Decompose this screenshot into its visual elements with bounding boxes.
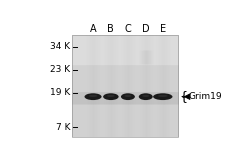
Ellipse shape	[121, 93, 135, 100]
Bar	[72, 35, 178, 137]
Text: 34 K: 34 K	[51, 42, 71, 51]
Ellipse shape	[158, 95, 168, 97]
Ellipse shape	[107, 95, 115, 97]
Text: E: E	[160, 24, 166, 34]
Text: Grim19: Grim19	[188, 92, 222, 101]
Ellipse shape	[124, 95, 131, 97]
Text: C: C	[125, 24, 131, 34]
Text: B: B	[108, 24, 114, 34]
Text: 23 K: 23 K	[51, 65, 71, 74]
Text: A: A	[90, 24, 96, 34]
Ellipse shape	[84, 93, 101, 100]
Text: 7 K: 7 K	[56, 123, 71, 132]
Ellipse shape	[139, 93, 153, 100]
Ellipse shape	[89, 95, 97, 97]
Text: D: D	[142, 24, 150, 34]
Text: {: {	[180, 90, 188, 103]
Ellipse shape	[103, 93, 119, 100]
Ellipse shape	[142, 95, 149, 97]
Ellipse shape	[153, 93, 173, 100]
Text: 19 K: 19 K	[50, 88, 71, 97]
